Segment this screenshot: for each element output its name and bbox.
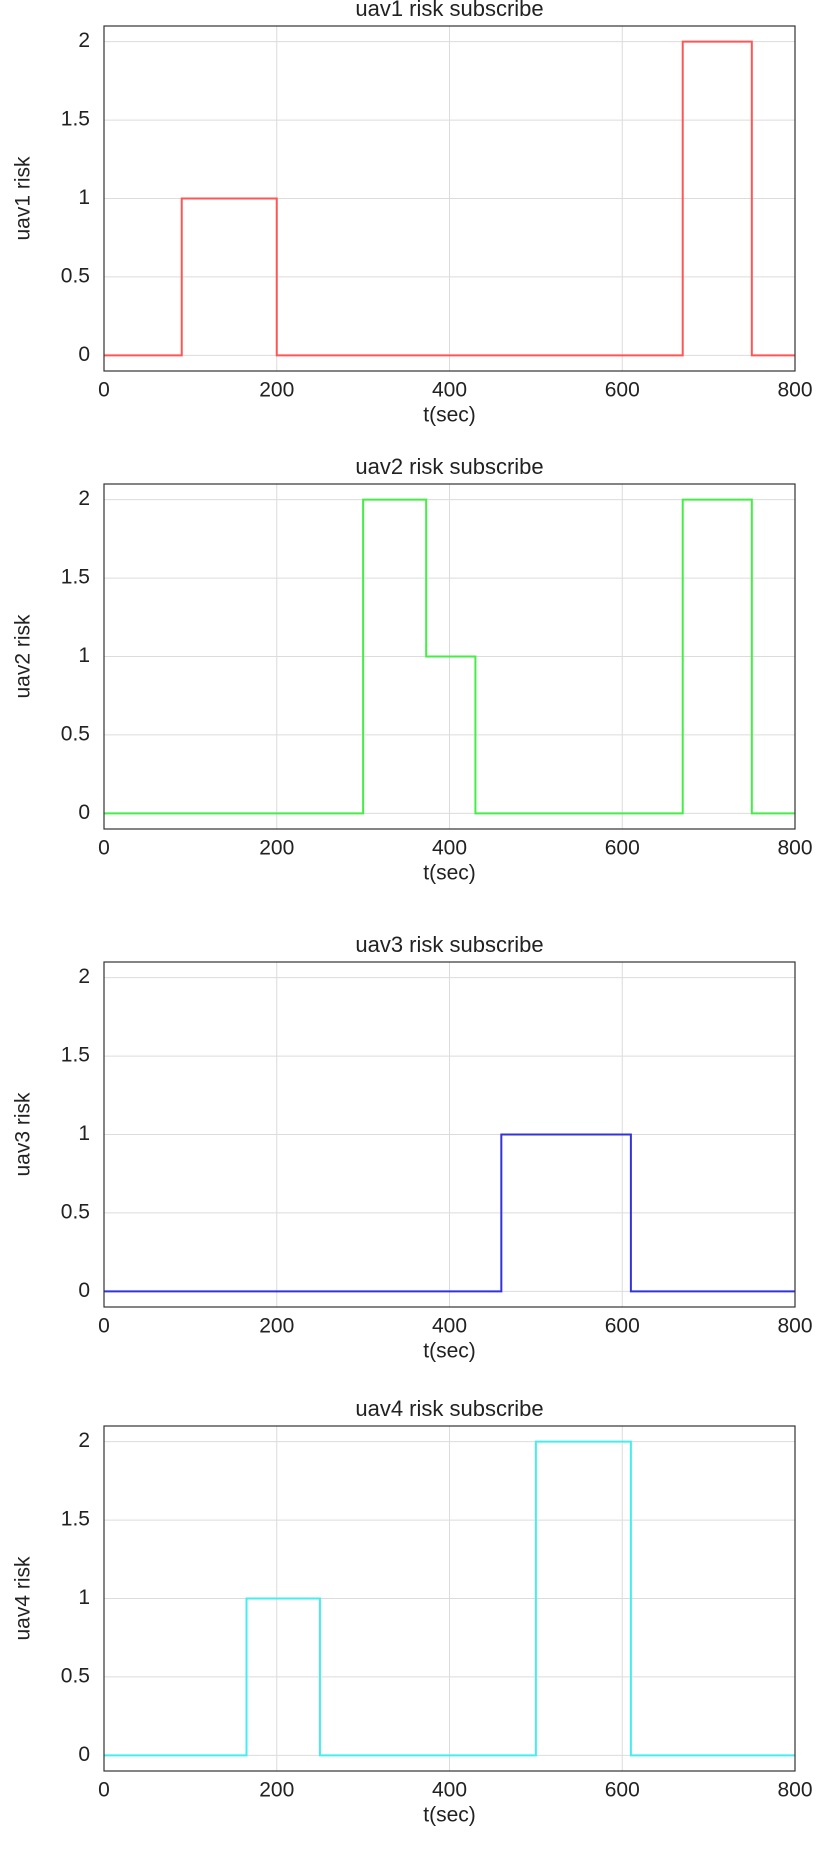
chart-title: uav1 risk subscribe <box>355 0 543 21</box>
x-axis-label: t(sec) <box>423 1804 476 1827</box>
y-tick-label: 0.5 <box>61 1664 90 1687</box>
y-tick-label: 1 <box>78 186 90 209</box>
x-tick-label: 600 <box>605 1315 640 1338</box>
x-tick-label: 600 <box>605 1779 640 1802</box>
x-tick-label: 0 <box>98 1315 110 1338</box>
x-tick-label: 600 <box>605 379 640 402</box>
x-tick-label: 400 <box>432 837 467 860</box>
step-line <box>104 1440 795 1757</box>
x-axis-label: t(sec) <box>423 862 476 885</box>
step-line <box>104 498 795 815</box>
chart-title: uav4 risk subscribe <box>355 1396 543 1421</box>
x-tick-label: 200 <box>259 1315 294 1338</box>
y-tick-label: 2 <box>78 965 90 988</box>
y-axis-label: uav4 risk <box>12 1556 35 1641</box>
y-tick-label: 0 <box>78 1743 90 1766</box>
y-tick-label: 1 <box>78 644 90 667</box>
plot-frame <box>103 1425 796 1772</box>
plot-frame <box>103 961 796 1308</box>
y-tick-label: 2 <box>78 487 90 510</box>
step-line <box>104 40 795 357</box>
y-tick-label: 0.5 <box>61 264 90 287</box>
x-tick-label: 800 <box>777 379 812 402</box>
x-tick-label: 0 <box>98 379 110 402</box>
plot-frame <box>103 483 796 830</box>
x-tick-label: 0 <box>98 837 110 860</box>
y-tick-label: 1.5 <box>61 108 90 131</box>
y-tick-label: 1.5 <box>61 1508 90 1531</box>
x-tick-label: 200 <box>259 379 294 402</box>
x-tick-label: 200 <box>259 837 294 860</box>
plot-frame <box>103 25 796 372</box>
y-tick-label: 1.5 <box>61 1044 90 1067</box>
x-tick-label: 800 <box>777 837 812 860</box>
x-axis-label: t(sec) <box>423 404 476 427</box>
x-tick-label: 400 <box>432 1779 467 1802</box>
chart-title: uav3 risk subscribe <box>355 932 543 957</box>
y-tick-label: 0.5 <box>61 1200 90 1223</box>
y-tick-label: 0.5 <box>61 722 90 745</box>
y-tick-label: 1 <box>78 1122 90 1145</box>
x-tick-label: 200 <box>259 1779 294 1802</box>
x-tick-label: 800 <box>777 1779 812 1802</box>
y-tick-label: 1.5 <box>61 566 90 589</box>
x-axis-label: t(sec) <box>423 1340 476 1363</box>
chart-title: uav2 risk subscribe <box>355 454 543 479</box>
y-tick-label: 0 <box>78 343 90 366</box>
x-tick-label: 400 <box>432 1315 467 1338</box>
x-tick-label: 400 <box>432 379 467 402</box>
y-tick-label: 0 <box>78 801 90 824</box>
x-tick-label: 800 <box>777 1315 812 1338</box>
y-tick-label: 0 <box>78 1279 90 1302</box>
y-tick-label: 1 <box>78 1586 90 1609</box>
step-line <box>104 1133 795 1293</box>
y-axis-label: uav3 risk <box>12 1092 35 1177</box>
x-tick-label: 600 <box>605 837 640 860</box>
y-axis-label: uav2 risk <box>12 614 35 699</box>
y-tick-label: 2 <box>78 1429 90 1452</box>
y-tick-label: 2 <box>78 29 90 52</box>
x-tick-label: 0 <box>98 1779 110 1802</box>
y-axis-label: uav1 risk <box>12 156 35 241</box>
